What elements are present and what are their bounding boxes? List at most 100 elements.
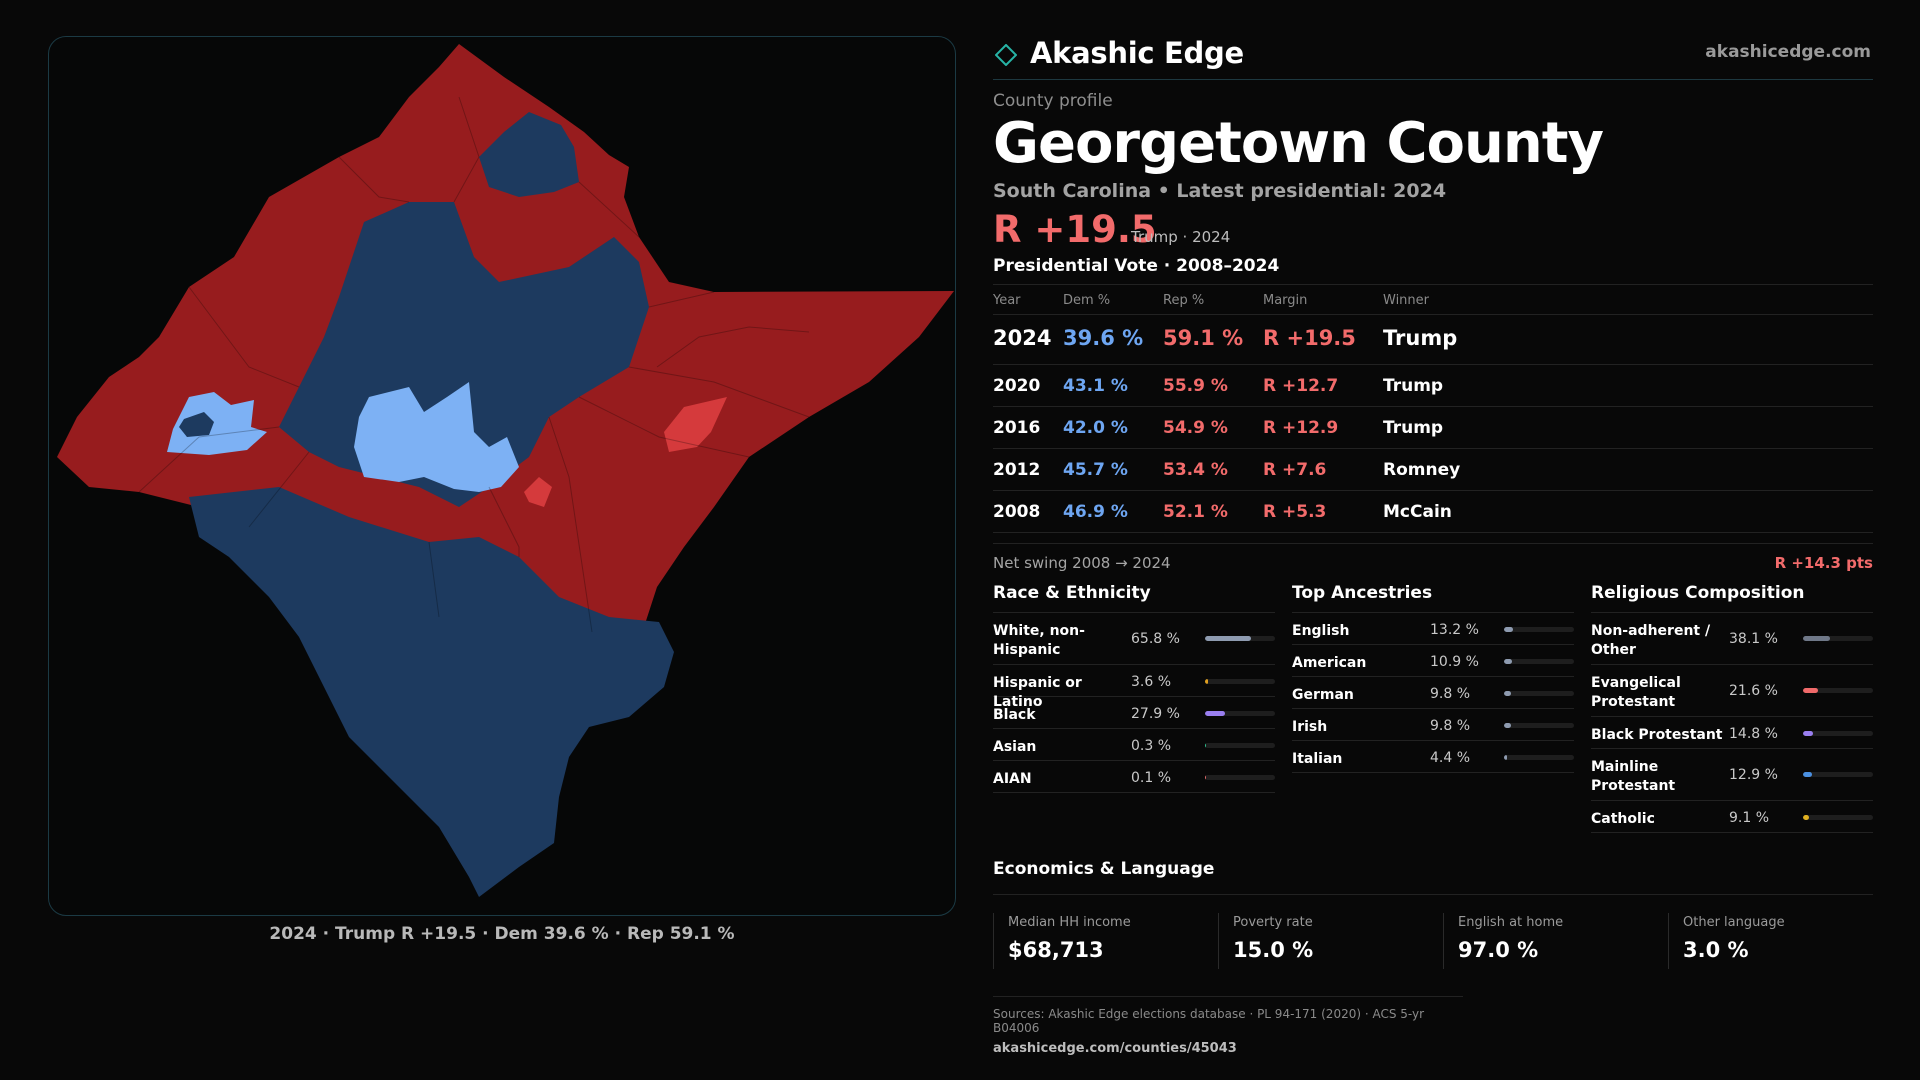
econ-cell-poverty: Poverty rate 15.0 % xyxy=(1218,912,1433,969)
item-bar xyxy=(1803,687,1873,693)
list-item: Asian 0.3 % xyxy=(993,729,1275,761)
item-bar xyxy=(1205,742,1275,748)
item-bar-fill xyxy=(1205,635,1252,641)
econ-label: Median HH income xyxy=(1008,914,1131,930)
item-bar xyxy=(1504,754,1574,760)
item-pct: 9.1 % xyxy=(1729,809,1770,826)
list-item: Non-adherent / Other 38.1 % xyxy=(1591,613,1873,665)
item-bar xyxy=(1205,710,1275,716)
item-bar-fill xyxy=(1504,722,1511,728)
row-margin: R +5.3 xyxy=(1263,501,1327,522)
item-bar xyxy=(1803,635,1873,641)
item-bar xyxy=(1803,814,1873,820)
precinct-dem-north[interactable] xyxy=(479,112,579,197)
row-winner: Trump xyxy=(1383,375,1444,396)
brand-header: Akashic Edge akashicedge.com xyxy=(993,36,1873,80)
table-row: 2024 39.6 % 59.1 % R +19.5 Trump xyxy=(993,315,1873,365)
item-bar-fill xyxy=(1504,658,1512,664)
econ-stats: Median HH income $68,713 Poverty rate 15… xyxy=(993,895,1873,971)
swing-label: Net swing 2008 → 2024 xyxy=(993,553,1171,572)
col-dem: Dem % xyxy=(1063,292,1111,308)
sources-url-link[interactable]: akashicedge.com/counties/45043 xyxy=(993,1041,1237,1056)
precinct-dem-small-west[interactable] xyxy=(179,412,214,437)
row-dem: 45.7 % xyxy=(1063,459,1128,480)
item-pct: 21.6 % xyxy=(1729,682,1778,699)
item-bar xyxy=(1803,730,1873,736)
econ-cell-english: English at home 97.0 % xyxy=(1443,912,1658,969)
col-winner: Winner xyxy=(1383,292,1430,308)
row-year: 2024 xyxy=(993,325,1052,350)
profile-kicker: County profile xyxy=(993,91,1113,111)
precinct-boundaries xyxy=(138,96,810,633)
race-title: Race & Ethnicity xyxy=(993,581,1275,613)
row-rep: 53.4 % xyxy=(1163,459,1228,480)
econ-label: Poverty rate xyxy=(1233,914,1313,930)
item-label: American xyxy=(1292,654,1367,671)
item-bar-fill xyxy=(1803,687,1819,693)
item-bar xyxy=(1504,690,1574,696)
item-bar-fill xyxy=(1205,710,1225,716)
list-item: Hispanic or Latino 3.6 % xyxy=(993,665,1275,710)
race-column: Race & Ethnicity White, non-Hispanic 65.… xyxy=(993,581,1275,793)
sources-footer: Sources: Akashic Edge elections database… xyxy=(993,996,1463,1056)
item-label: Black xyxy=(993,706,1036,723)
item-pct: 65.8 % xyxy=(1131,630,1180,647)
item-label: Asian xyxy=(993,738,1037,755)
row-dem: 46.9 % xyxy=(1063,501,1128,522)
item-label: Non-adherent / Other xyxy=(1591,622,1711,658)
precinct-dem-light-west[interactable] xyxy=(167,392,267,455)
brand-url-link[interactable]: akashicedge.com xyxy=(1705,42,1871,62)
demographics-columns: Race & Ethnicity White, non-Hispanic 65.… xyxy=(993,581,1873,845)
item-pct: 13.2 % xyxy=(1430,621,1479,638)
item-bar-fill xyxy=(1803,771,1813,777)
religion-column: Religious Composition Non-adherent / Oth… xyxy=(1591,581,1873,833)
item-bar xyxy=(1205,635,1275,641)
item-bar-fill xyxy=(1504,690,1511,696)
item-pct: 3.6 % xyxy=(1131,673,1172,690)
row-dem: 42.0 % xyxy=(1063,417,1128,438)
item-label: German xyxy=(1292,686,1354,703)
list-item: White, non-Hispanic 65.8 % xyxy=(993,613,1275,665)
row-margin: R +7.6 xyxy=(1263,459,1327,480)
religion-title: Religious Composition xyxy=(1591,581,1873,613)
precinct-rep-light-east[interactable] xyxy=(664,397,727,452)
econ-title: Economics & Language xyxy=(993,859,1873,895)
row-winner: Trump xyxy=(1383,417,1444,438)
headline-margin: R +19.5 Trump · 2024 xyxy=(993,208,1873,252)
row-margin: R +12.9 xyxy=(1263,417,1339,438)
col-year: Year xyxy=(993,292,1021,308)
table-row: 2008 46.9 % 52.1 % R +5.3 McCain xyxy=(993,491,1873,533)
row-year: 2020 xyxy=(993,375,1041,396)
item-bar-fill xyxy=(1803,635,1830,641)
item-label: Mainline Protestant xyxy=(1591,758,1676,794)
econ-value: 15.0 % xyxy=(1233,937,1314,962)
row-winner: Trump xyxy=(1383,325,1458,350)
econ-label: English at home xyxy=(1458,914,1564,930)
list-item: Irish 9.8 % xyxy=(1292,709,1574,741)
item-pct: 10.9 % xyxy=(1430,653,1479,670)
vote-table: Year Dem % Rep % Margin Winner 2024 39.6… xyxy=(993,283,1873,533)
list-item: Mainline Protestant 12.9 % xyxy=(1591,749,1873,801)
list-item: Catholic 9.1 % xyxy=(1591,801,1873,833)
ancestry-column: Top Ancestries English 13.2 % American 1… xyxy=(1292,581,1574,773)
list-item: Italian 4.4 % xyxy=(1292,741,1574,773)
table-row: 2012 45.7 % 53.4 % R +7.6 Romney xyxy=(993,449,1873,491)
precinct-dem-light-center[interactable] xyxy=(354,382,519,492)
ancestry-title: Top Ancestries xyxy=(1292,581,1574,613)
item-bar xyxy=(1504,626,1574,632)
row-margin: R +12.7 xyxy=(1263,375,1339,396)
list-item: German 9.8 % xyxy=(1292,677,1574,709)
vote-section-title: Presidential Vote · 2008–2024 xyxy=(993,255,1280,276)
county-profile-panel: Akashic Edge akashicedge.com County prof… xyxy=(993,36,1873,971)
precinct-dem-south[interactable] xyxy=(189,487,674,897)
list-item: AIAN 0.1 % xyxy=(993,761,1275,793)
precinct-map-svg[interactable] xyxy=(49,37,956,916)
page-title: Georgetown County xyxy=(993,111,1604,176)
item-bar-fill xyxy=(1205,742,1206,748)
item-label: AIAN xyxy=(993,770,1032,787)
row-winner: Romney xyxy=(1383,459,1461,480)
item-pct: 9.8 % xyxy=(1430,717,1471,734)
econ-cell-income: Median HH income $68,713 xyxy=(993,912,1208,969)
county-map[interactable] xyxy=(48,36,956,916)
precinct-rep-light-center[interactable] xyxy=(524,477,552,507)
